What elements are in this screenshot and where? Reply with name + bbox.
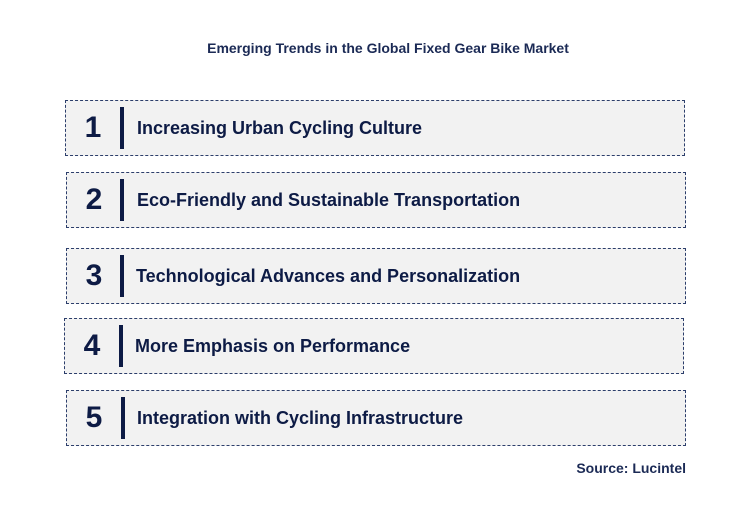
trend-label-2: Eco-Friendly and Sustainable Transportat… — [137, 189, 521, 210]
trend-item-4: 4 More Emphasis on Performance — [64, 318, 684, 374]
trend-number-4: 4 — [83, 329, 101, 362]
trend-number-1: 1 — [84, 111, 102, 144]
trend-number-3: 3 — [85, 259, 103, 292]
trend-divider-1 — [120, 107, 124, 149]
trend-label-1: Increasing Urban Cycling Culture — [137, 117, 423, 138]
trend-number-2: 2 — [85, 183, 103, 216]
trend-item-1: 1 Increasing Urban Cycling Culture — [65, 100, 685, 156]
trend-item-3: 3 Technological Advances and Personaliza… — [66, 248, 686, 304]
trend-item-2: 2 Eco-Friendly and Sustainable Transport… — [66, 172, 686, 228]
trend-number-5: 5 — [85, 401, 103, 434]
trend-label-3: Technological Advances and Personalizati… — [136, 265, 521, 286]
diagram-title: Emerging Trends in the Global Fixed Gear… — [207, 40, 569, 56]
source-note: Source: Lucintel — [576, 460, 686, 476]
trend-divider-2 — [120, 179, 124, 221]
trend-divider-3 — [120, 255, 124, 297]
trend-divider-4 — [119, 325, 123, 367]
trend-divider-5 — [121, 397, 125, 439]
trend-label-5: Integration with Cycling Infrastructure — [137, 407, 464, 428]
trend-label-4: More Emphasis on Performance — [135, 335, 411, 356]
trend-item-5: 5 Integration with Cycling Infrastructur… — [66, 390, 686, 446]
